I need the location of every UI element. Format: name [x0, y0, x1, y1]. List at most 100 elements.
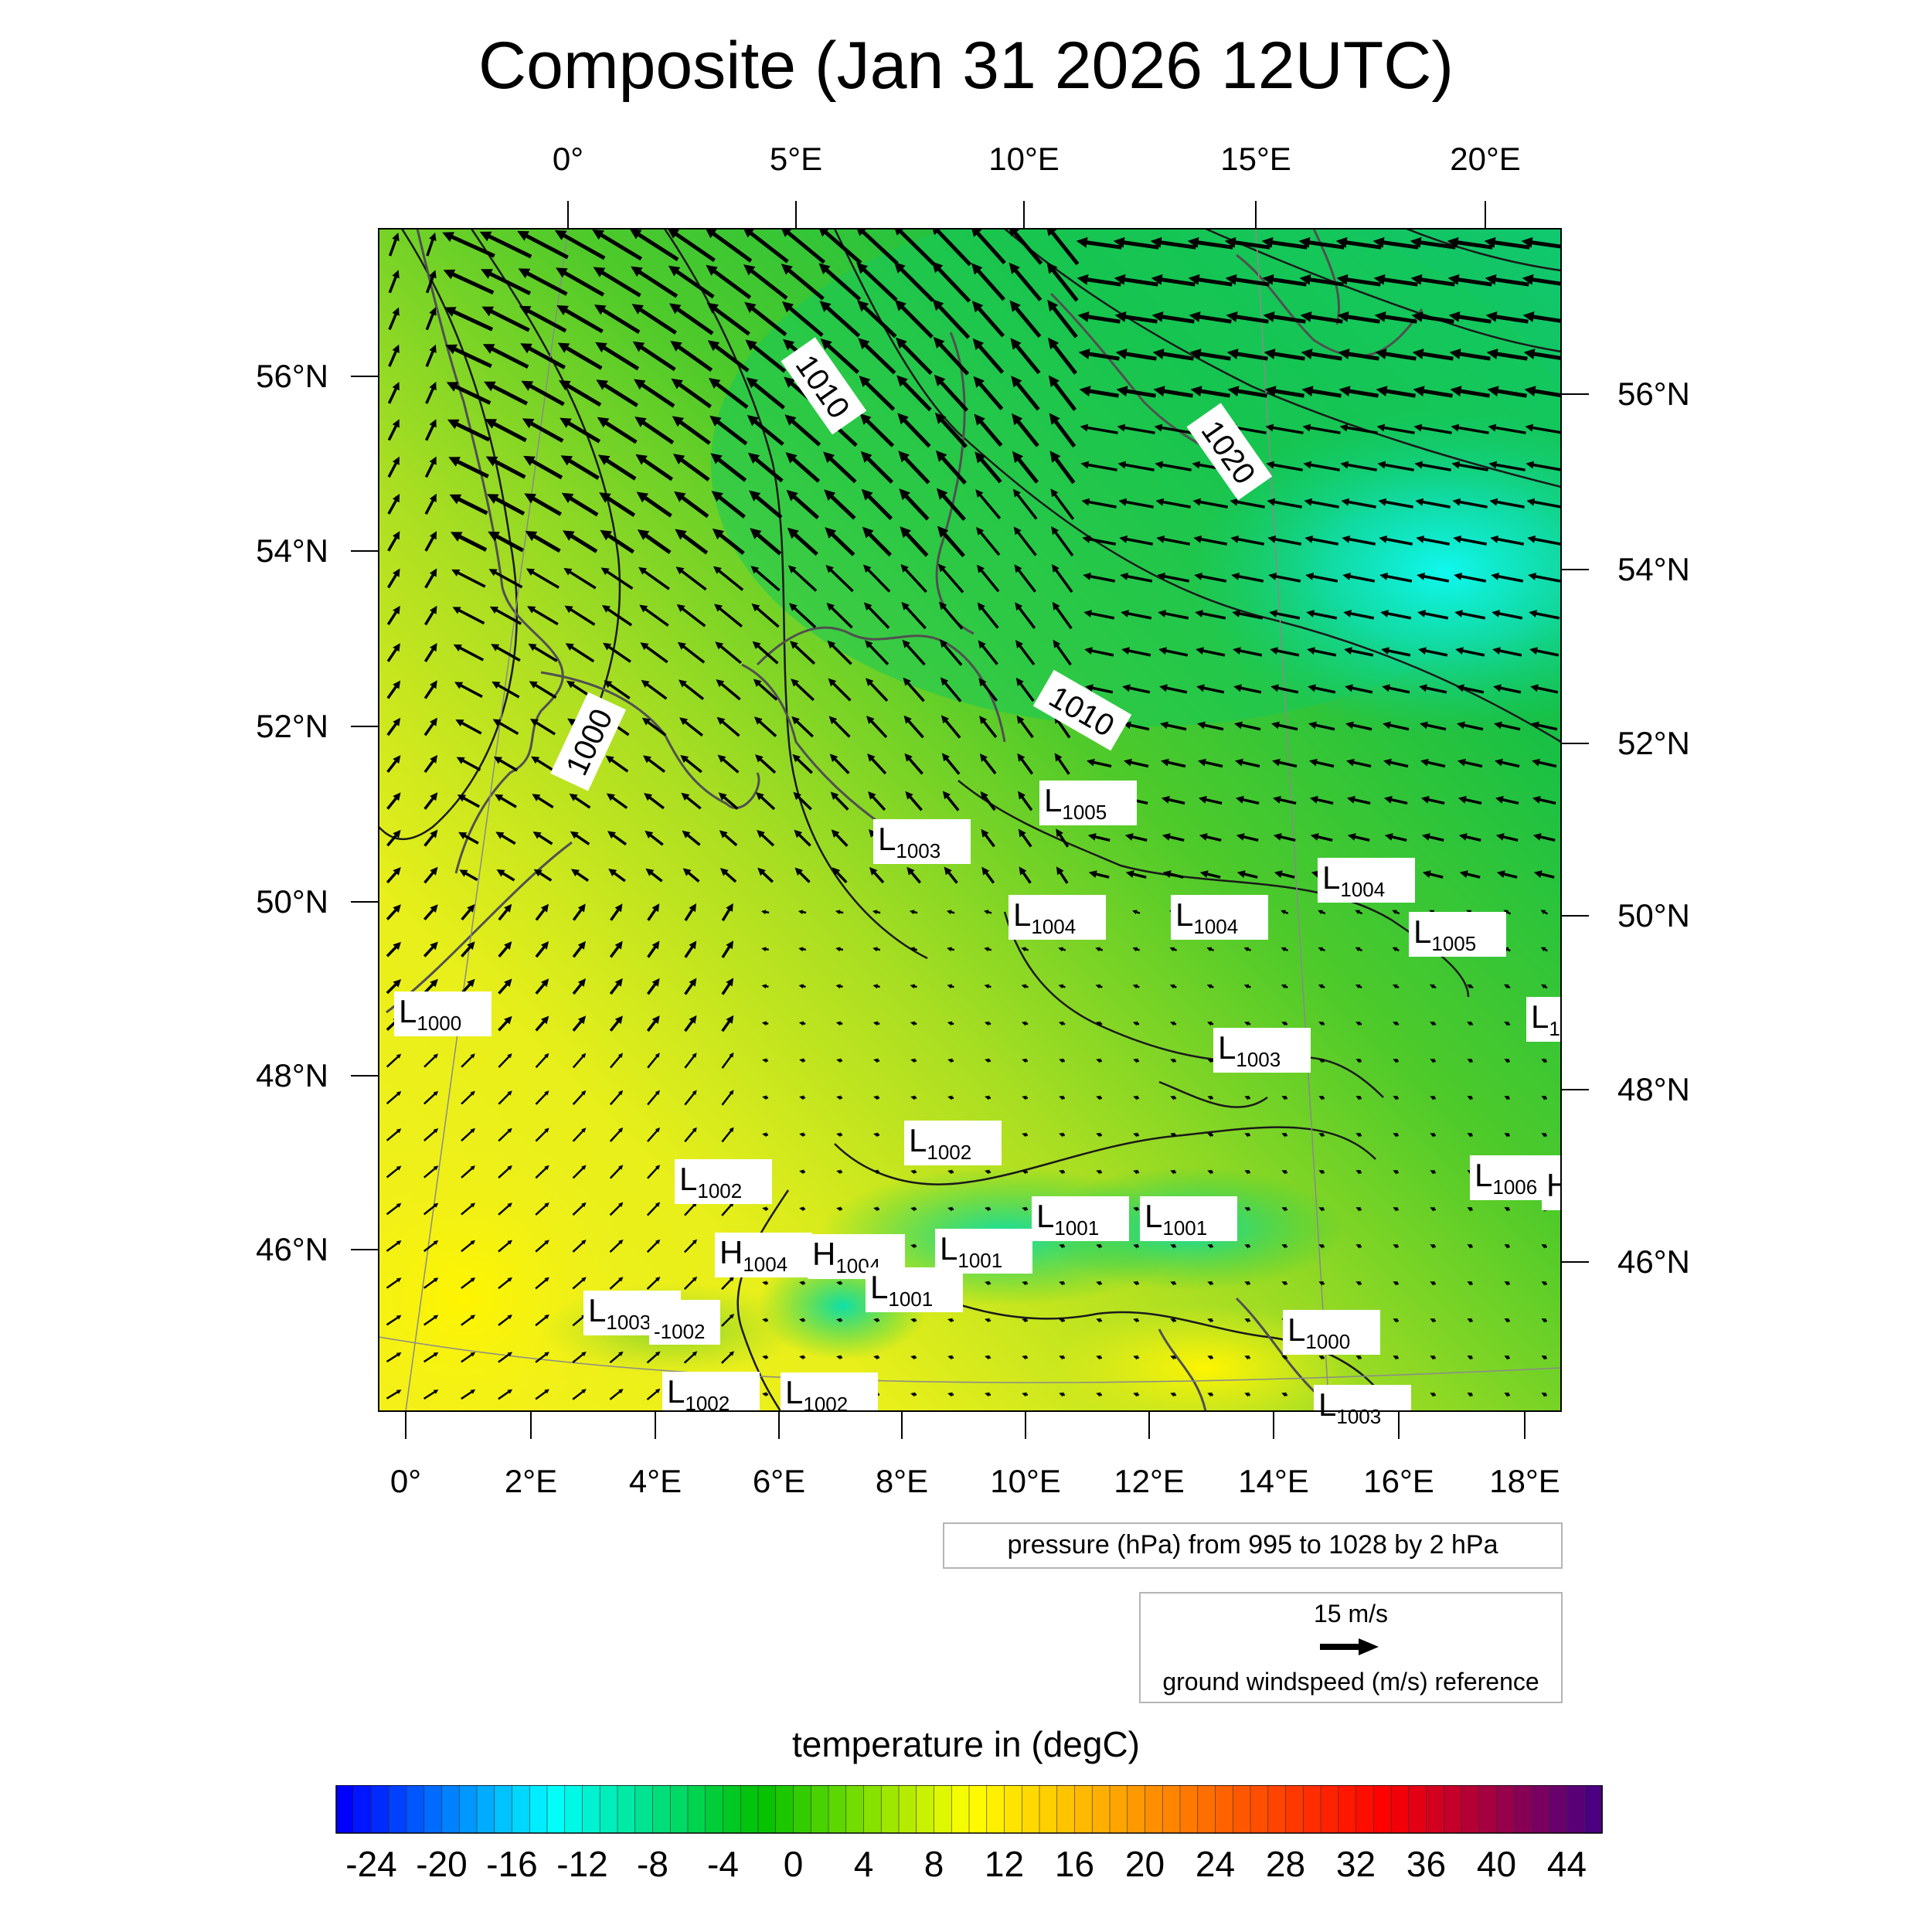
wind-arrow: [1081, 498, 1117, 509]
wind-arrow: [1087, 758, 1112, 768]
wind-arrow: [492, 719, 519, 736]
wind-arrow: [609, 1015, 623, 1032]
wind-arrow: [597, 454, 637, 481]
wind-arrow: [894, 299, 934, 338]
colorbar-tick-label: 44: [1546, 1844, 1587, 1884]
wind-arrow: [1192, 498, 1228, 509]
wind-arrow: [1169, 947, 1178, 952]
low-pressure-marker: L1004: [1009, 895, 1106, 940]
lat-label-left: 56°N: [256, 358, 328, 394]
colorbar-swatch: [740, 1785, 759, 1834]
wind-arrow: [721, 1351, 735, 1364]
low-pressure-marker: -1002: [649, 1300, 720, 1345]
wind-arrow: [1457, 721, 1484, 731]
wind-arrow: [910, 1243, 917, 1249]
wind-arrow: [819, 301, 861, 338]
wind-arrow: [1339, 423, 1378, 434]
wind-arrow: [910, 947, 918, 952]
wind-arrow: [762, 1355, 769, 1360]
wind-arrow: [1133, 1318, 1140, 1323]
center-type: L: [1145, 1198, 1162, 1234]
center-type: L: [588, 1292, 606, 1328]
low-pressure-marker: L1004: [1318, 858, 1415, 903]
wind-arrow: [1306, 610, 1338, 620]
colorbar-swatch: [1302, 1785, 1321, 1834]
wind-arrow: [521, 380, 565, 406]
wind-arrow: [684, 978, 697, 995]
wind-arrow: [762, 1206, 769, 1212]
isobar-line: [1004, 229, 1561, 488]
colorbar-swatch: [1162, 1785, 1181, 1834]
wind-arrow: [1049, 413, 1077, 448]
wind-arrow: [836, 1095, 843, 1100]
wind-arrow: [931, 261, 971, 303]
low-pressure-marker: L10: [1526, 997, 1571, 1042]
wind-arrow: [675, 566, 707, 591]
svg-text:L1002: L1002: [909, 1122, 971, 1164]
colorbar-swatch: [968, 1785, 988, 1834]
wind-arrow: [1375, 349, 1417, 361]
lon-label-bottom: 0°: [389, 1463, 422, 1499]
wind-arrow: [940, 715, 961, 739]
wind-arrow: [872, 947, 881, 952]
svg-text:-1002: -1002: [654, 1320, 706, 1343]
wind-arrow: [1318, 947, 1326, 952]
colorbar-swatch: [1338, 1785, 1357, 1834]
wind-arrow: [609, 1202, 624, 1216]
wind-arrow: [425, 382, 437, 404]
low-pressure-marker: L1001: [866, 1267, 963, 1312]
isobar-line: [1003, 911, 1384, 1098]
wind-arrow: [820, 338, 859, 374]
wind-arrow: [644, 793, 665, 810]
wind-arrow: [1504, 1244, 1511, 1249]
wind-arrow: [787, 527, 818, 556]
center-type: L: [785, 1374, 803, 1410]
colorbar-swatch: [512, 1785, 531, 1834]
wind-arrow: [721, 1276, 734, 1291]
wind-arrow: [556, 305, 604, 334]
wind-arrow: [1235, 795, 1260, 805]
wind-arrow: [669, 303, 714, 335]
wind-arrow: [423, 754, 438, 774]
wind-arrow: [1121, 647, 1151, 657]
wind-arrow: [682, 830, 701, 846]
wind-arrow: [985, 1281, 992, 1286]
wind-arrow: [1490, 535, 1525, 546]
wind-arrow: [1541, 1059, 1548, 1063]
wind-arrow: [1206, 947, 1215, 952]
wind-arrow: [1525, 423, 1561, 434]
wind-arrow: [859, 376, 896, 411]
wind-arrow: [1318, 1207, 1325, 1212]
wind-arrow: [1411, 311, 1454, 324]
wind-arrow: [603, 642, 631, 663]
wind-arrow: [684, 1239, 698, 1253]
wind-arrow: [1207, 1281, 1214, 1286]
wind-arrow: [873, 1058, 880, 1063]
wind-arrow: [721, 1314, 735, 1327]
center-pressure: 10: [1549, 1017, 1571, 1040]
wind-arrow: [684, 940, 697, 958]
wind-arrow: [873, 1355, 880, 1360]
low-pressure-marker: L1005: [1039, 781, 1137, 825]
wind-arrow: [1009, 229, 1043, 265]
wind-arrow: [600, 567, 634, 590]
wind-arrow: [1532, 833, 1556, 842]
wind-arrow: [750, 528, 782, 556]
colorbar-swatch: [335, 1785, 355, 1834]
wind-arrow: [592, 230, 642, 261]
wind-arrow: [1095, 947, 1104, 952]
lon-label-top: 0°: [552, 141, 584, 177]
wind-arrow: [1118, 498, 1154, 509]
wind-arrow: [529, 681, 557, 699]
wind-arrow: [1077, 274, 1121, 287]
wind-arrow: [572, 940, 586, 958]
svg-text:L1004: L1004: [1013, 896, 1076, 938]
wind-arrow: [872, 984, 880, 989]
wind-arrow: [423, 680, 437, 699]
wind-arrow: [1116, 386, 1156, 398]
wind-arrow: [985, 1392, 992, 1397]
svg-text:L1005: L1005: [1413, 913, 1476, 955]
wind-arrow: [1207, 1392, 1214, 1397]
wind-arrow: [1410, 274, 1455, 287]
wind-arrow: [1376, 423, 1415, 434]
